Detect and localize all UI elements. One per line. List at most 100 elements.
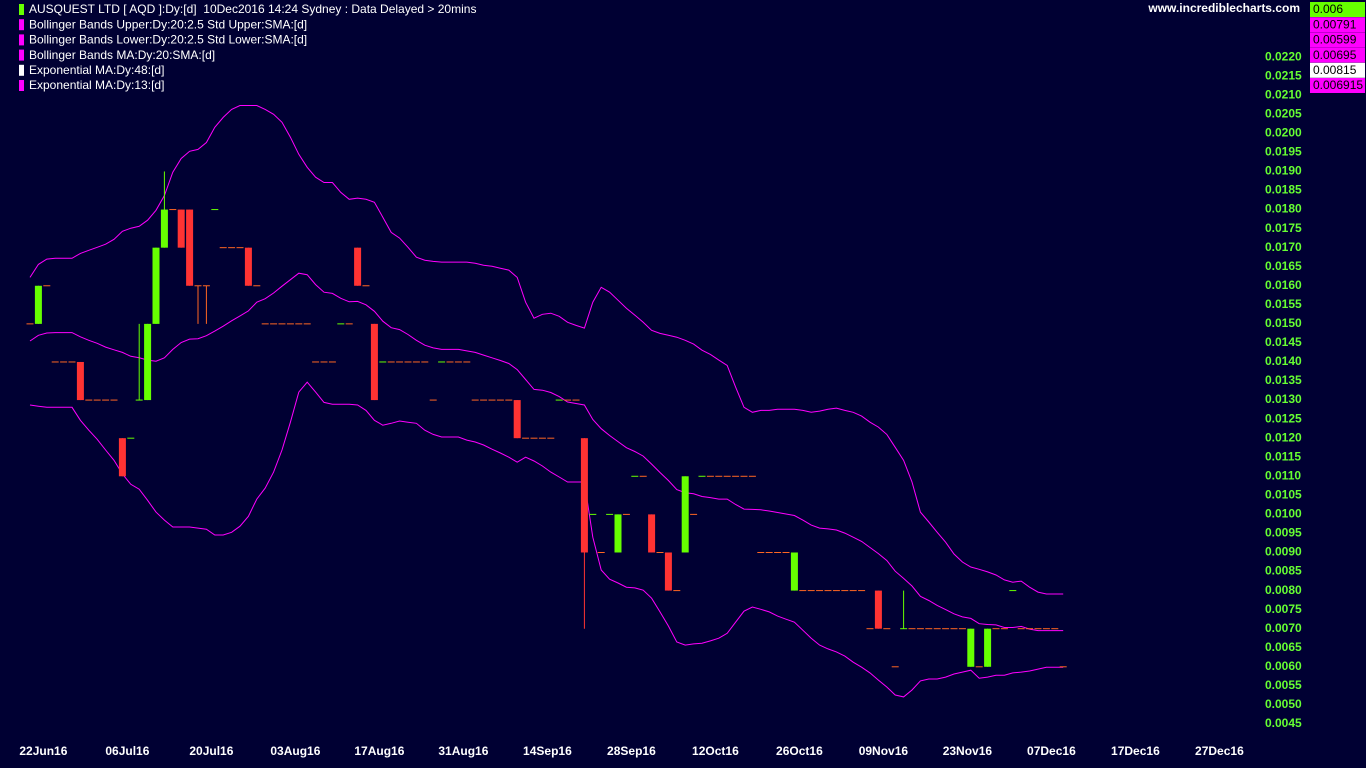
candle [513, 400, 521, 439]
value-box [1310, 17, 1365, 33]
candle [135, 323, 143, 401]
y-tick-label: 0.0130 [1265, 392, 1302, 406]
x-tick-label: 06Jul16 [105, 744, 149, 758]
x-tick-label: 17Aug16 [354, 744, 404, 758]
legend-label: Bollinger Bands MA:Dy:20:SMA:[d] [29, 48, 215, 62]
x-tick-label: 26Oct16 [776, 744, 823, 758]
candle-body [370, 323, 378, 401]
candle [202, 285, 210, 324]
y-tick-label: 0.0060 [1265, 659, 1302, 673]
y-tick-label: 0.0140 [1265, 354, 1302, 368]
legend-swatch [19, 34, 24, 46]
x-tick-label: 22Jun16 [19, 744, 67, 758]
legend-swatch [19, 80, 24, 91]
x-tick-label: 03Aug16 [270, 744, 320, 758]
legend-swatch [19, 64, 24, 76]
y-tick-label: 0.0050 [1265, 697, 1302, 711]
legend-swatch [19, 19, 24, 31]
candle [900, 590, 908, 630]
legend: AUSQUEST LTD [ AQD ]:Dy:[d] 10Dec2016 14… [19, 2, 1365, 93]
x-tick-label: 17Dec16 [1111, 744, 1160, 758]
y-tick-label: 0.0190 [1265, 164, 1302, 178]
candle-body [648, 514, 656, 553]
x-tick-label: 07Dec16 [1027, 744, 1076, 758]
legend-label: Bollinger Bands Lower:Dy:20:2.5 Std Lowe… [29, 33, 307, 47]
y-tick-label: 0.0215 [1265, 68, 1302, 82]
y-tick-label: 0.0205 [1265, 106, 1302, 120]
y-tick-label: 0.0155 [1265, 297, 1302, 311]
y-tick-label: 0.0135 [1265, 373, 1302, 387]
candle-body [144, 323, 152, 401]
candle [177, 209, 185, 248]
y-tick-label: 0.0185 [1265, 183, 1302, 197]
y-tick-label: 0.0145 [1265, 335, 1302, 349]
y-tick-label: 0.0045 [1265, 716, 1302, 730]
candle [186, 209, 194, 286]
candle-body [967, 628, 975, 667]
y-tick-label: 0.0165 [1265, 259, 1302, 273]
y-tick-label: 0.0120 [1265, 430, 1302, 444]
candle-body [614, 514, 622, 553]
x-tick-label: 09Nov16 [859, 744, 909, 758]
candle [244, 247, 252, 286]
x-tick-label: 14Sep16 [523, 744, 572, 758]
y-tick-label: 0.0170 [1265, 240, 1302, 254]
y-tick-label: 0.0195 [1265, 145, 1302, 159]
candle-body [580, 438, 588, 553]
y-tick-label: 0.0065 [1265, 640, 1302, 654]
candle [648, 514, 656, 553]
legend-label: Exponential MA:Dy:48:[d] [29, 63, 164, 77]
x-tick-label: 23Nov16 [943, 744, 993, 758]
y-tick-label: 0.0115 [1265, 449, 1301, 463]
candle [967, 628, 975, 667]
plot-area [26, 105, 1067, 698]
candle-body [76, 361, 84, 401]
value-box [1310, 2, 1365, 17]
candle-body [681, 476, 689, 553]
candle [118, 438, 126, 477]
candle [354, 247, 362, 286]
candle-body [186, 209, 194, 286]
candle-body [874, 590, 882, 629]
candle [580, 438, 588, 629]
candle [790, 552, 798, 591]
candle [152, 247, 160, 324]
legend-swatch [19, 49, 24, 61]
y-tick-label: 0.0070 [1265, 621, 1302, 635]
x-tick-label: 12Oct16 [692, 744, 739, 758]
candle-body [152, 247, 160, 324]
indicator-line [29, 272, 1064, 632]
candle-body [354, 247, 362, 286]
indicator-line [29, 381, 1064, 698]
value-box [1310, 78, 1365, 93]
legend-label: Bollinger Bands Upper:Dy:20:2.5 Std Uppe… [29, 17, 307, 31]
y-tick-label: 0.0085 [1265, 564, 1302, 578]
value-box-label: 0.006 [1313, 2, 1343, 16]
y-tick-label: 0.0095 [1265, 526, 1302, 540]
legend-label: AUSQUEST LTD [ AQD ]:Dy:[d] 10Dec2016 14… [29, 2, 476, 16]
y-tick-label: 0.0180 [1265, 202, 1302, 216]
candle [874, 590, 882, 629]
candle [681, 476, 689, 553]
y-tick-label: 0.0055 [1265, 678, 1302, 692]
y-tick-label: 0.0160 [1265, 278, 1302, 292]
candle [76, 361, 84, 401]
y-tick-label: 0.0100 [1265, 507, 1302, 521]
value-box [1310, 47, 1365, 63]
candle [984, 628, 992, 667]
value-box-label: 0.00791 [1313, 17, 1357, 31]
y-tick-label: 0.0090 [1265, 545, 1302, 559]
candle-body [34, 285, 42, 324]
candle [160, 171, 168, 248]
x-tick-label: 27Dec16 [1195, 744, 1244, 758]
candle [194, 285, 202, 324]
x-tick-label: 20Jul16 [189, 744, 233, 758]
candle-body [160, 209, 168, 248]
y-tick-label: 0.0200 [1265, 126, 1302, 140]
x-tick-label: 28Sep16 [607, 744, 656, 758]
legend-swatch [19, 4, 24, 15]
candle-body [177, 209, 185, 248]
y-tick-label: 0.0110 [1265, 468, 1301, 482]
